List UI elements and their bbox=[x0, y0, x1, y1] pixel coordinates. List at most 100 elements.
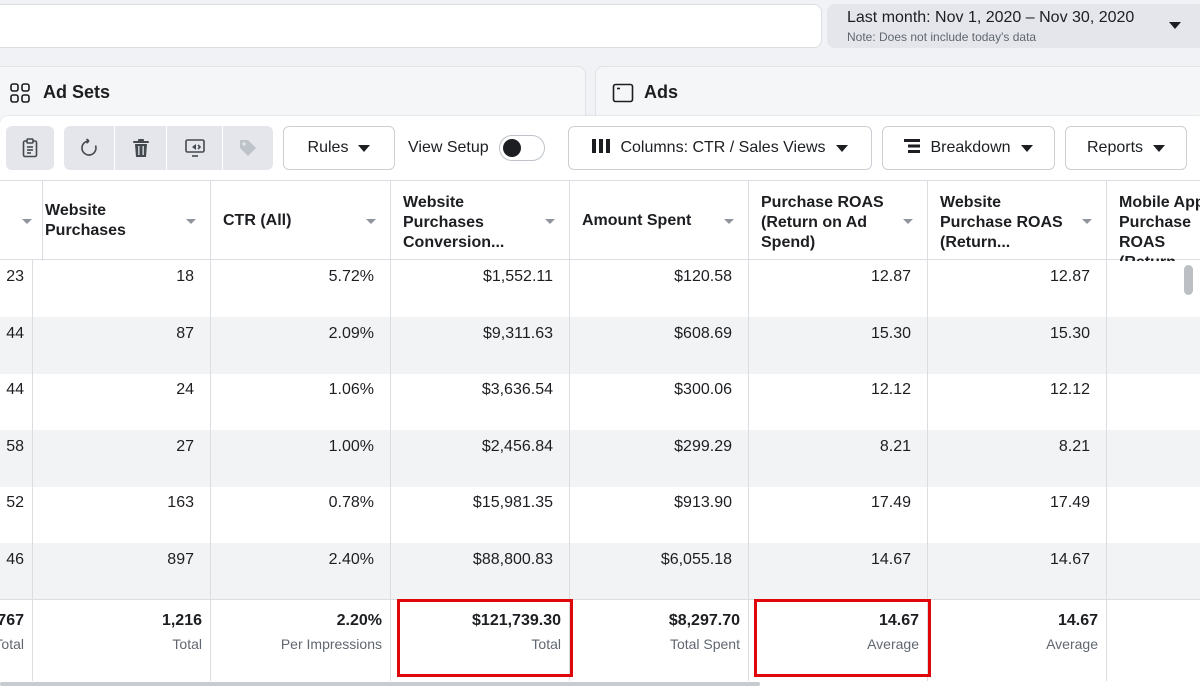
table-cell: 15.30 bbox=[749, 316, 928, 374]
table-cell: 2.40% bbox=[211, 542, 391, 600]
totals-cell: 14.67 Average bbox=[928, 599, 1107, 681]
column-header-label: Website Purchase ROAS (Return... bbox=[940, 194, 1063, 251]
table-cell: $120.58 bbox=[570, 260, 749, 317]
horizontal-scrollbar[interactable] bbox=[0, 682, 760, 686]
table-cell: $300.06 bbox=[570, 373, 749, 430]
table-cell: 17.49 bbox=[749, 486, 928, 543]
chevron-down-icon bbox=[1169, 22, 1181, 29]
column-header-label: Purchase ROAS (Return on Ad Spend) bbox=[761, 194, 884, 251]
vertical-scrollbar[interactable] bbox=[1184, 265, 1193, 295]
table-cell: $3,636.54 bbox=[391, 373, 570, 430]
table-cell: $1,552.11 bbox=[391, 260, 570, 317]
totals-label: Total bbox=[172, 636, 202, 652]
table-cell: 23 bbox=[0, 260, 33, 317]
sort-caret-icon bbox=[186, 219, 196, 224]
totals-label: Total bbox=[531, 636, 561, 652]
totals-label: Total Spent bbox=[669, 636, 740, 652]
table-cell: $2,456.84 bbox=[391, 429, 570, 487]
table-cell: 12.87 bbox=[928, 260, 1107, 317]
table-cell bbox=[1107, 543, 1200, 600]
columns-dropdown[interactable]: Columns: CTR / Sales Views bbox=[568, 126, 872, 170]
date-range-note: Note: Does not include today's data bbox=[847, 30, 1037, 44]
table-cell: 24 bbox=[33, 373, 211, 430]
chevron-down-icon bbox=[358, 144, 371, 152]
clipboard-button[interactable] bbox=[6, 126, 54, 170]
table-cell: 12.12 bbox=[749, 373, 928, 430]
reports-label: Reports bbox=[1086, 139, 1144, 156]
table-cell: 897 bbox=[33, 542, 211, 600]
refresh-button[interactable] bbox=[64, 126, 114, 170]
totals-label: Average bbox=[1046, 636, 1098, 652]
chevron-down-icon bbox=[1153, 144, 1166, 152]
table-header-row: Website Purchases CTR (All) Website Purc… bbox=[0, 180, 1200, 261]
chevron-down-icon bbox=[835, 144, 848, 152]
totals-value: $121,739.30 bbox=[472, 612, 561, 629]
table-cell: 58 bbox=[0, 429, 33, 487]
table-cell: $9,311.63 bbox=[391, 316, 570, 374]
tab-ad-sets-label: Ad Sets bbox=[43, 82, 111, 102]
column-header[interactable]: Website Purchases bbox=[33, 181, 211, 261]
search-filter-bar[interactable] bbox=[0, 4, 822, 48]
duplicate-edit-button[interactable] bbox=[167, 126, 222, 170]
column-header[interactable]: Amount Spent bbox=[570, 181, 749, 261]
totals-cell: 2.20% Per Impressions bbox=[211, 599, 391, 681]
columns-label: Columns: CTR / Sales Views bbox=[620, 139, 826, 156]
table-cell: 44 bbox=[0, 373, 33, 430]
table-row[interactable]: 52 163 0.78% $15,981.35 $913.90 17.49 17.49 bbox=[0, 486, 1200, 543]
ad-sets-grid-icon bbox=[9, 82, 31, 109]
table-cell: 15.30 bbox=[928, 316, 1107, 374]
table-cell: 14.67 bbox=[749, 542, 928, 600]
highlight-box-purchase-roas bbox=[754, 599, 931, 677]
column-header[interactable] bbox=[0, 181, 43, 261]
table-cell: 2.09% bbox=[211, 316, 391, 374]
totals-value: 14.67 bbox=[1057, 612, 1098, 629]
view-setup-control: View Setup bbox=[408, 126, 545, 170]
table-row[interactable]: 44 87 2.09% $9,311.63 $608.69 15.30 15.30 bbox=[0, 316, 1200, 374]
delete-button[interactable] bbox=[115, 126, 166, 170]
table-row[interactable]: 46 897 2.40% $88,800.83 $6,055.18 14.67 14.67 bbox=[0, 542, 1200, 600]
column-header-label: Mobile App Purchase ROAS (Return... bbox=[1119, 194, 1200, 261]
view-setup-toggle[interactable] bbox=[498, 135, 545, 161]
table-cell: $88,800.83 bbox=[391, 542, 570, 600]
trash-icon bbox=[132, 138, 150, 158]
breakdown-dropdown[interactable]: Breakdown bbox=[882, 126, 1055, 170]
totals-cell: 14.67 Average bbox=[749, 599, 928, 681]
table-cell: 8.21 bbox=[928, 429, 1107, 487]
table-cell: $15,981.35 bbox=[391, 486, 570, 543]
column-header[interactable]: Website Purchase ROAS (Return... bbox=[928, 181, 1107, 261]
rules-dropdown[interactable]: Rules bbox=[283, 126, 395, 170]
sort-caret-icon bbox=[22, 219, 32, 224]
table-cell: 27 bbox=[33, 429, 211, 487]
column-header-label: Amount Spent bbox=[582, 212, 692, 229]
highlight-box-conversion-value bbox=[397, 599, 573, 677]
totals-cell: $8,297.70 Total Spent bbox=[570, 599, 749, 681]
tab-ads-label: Ads bbox=[644, 82, 679, 102]
tag-icon bbox=[238, 138, 258, 158]
date-range-picker[interactable]: Last month: Nov 1, 2020 – Nov 30, 2020 N… bbox=[827, 4, 1200, 48]
table-row[interactable]: 23 18 5.72% $1,552.11 $120.58 12.87 12.87 bbox=[0, 260, 1200, 317]
refresh-icon bbox=[79, 138, 99, 158]
table-cell bbox=[1107, 317, 1200, 374]
breakdown-icon bbox=[904, 138, 921, 159]
column-header[interactable]: CTR (All) bbox=[211, 181, 391, 261]
totals-value: 1,216 bbox=[161, 612, 202, 629]
totals-value: 767 bbox=[0, 612, 24, 629]
columns-icon bbox=[592, 138, 611, 158]
table-cell bbox=[1107, 373, 1200, 430]
column-header[interactable]: Mobile App Purchase ROAS (Return... bbox=[1107, 181, 1200, 261]
tag-button[interactable] bbox=[223, 126, 273, 170]
table-row[interactable]: 44 24 1.06% $3,636.54 $300.06 12.12 12.12 bbox=[0, 373, 1200, 430]
column-header[interactable]: Website Purchases Conversion... bbox=[391, 181, 570, 261]
table-cell: 52 bbox=[0, 486, 33, 543]
table-cell: 8.21 bbox=[749, 429, 928, 487]
column-header[interactable]: Purchase ROAS (Return on Ad Spend) bbox=[749, 181, 928, 261]
reports-dropdown[interactable]: Reports bbox=[1065, 126, 1187, 170]
table-row[interactable]: 58 27 1.00% $2,456.84 $299.29 8.21 8.21 bbox=[0, 429, 1200, 487]
column-header-label: Website Purchases Conversion... bbox=[403, 194, 505, 251]
sort-caret-icon bbox=[724, 219, 734, 224]
table-cell: 1.06% bbox=[211, 373, 391, 430]
table-cell: 87 bbox=[33, 316, 211, 374]
column-header-label: CTR (All) bbox=[223, 212, 292, 229]
totals-cell: $121,739.30 Total bbox=[391, 599, 570, 681]
totals-value: $8,297.70 bbox=[668, 612, 740, 629]
